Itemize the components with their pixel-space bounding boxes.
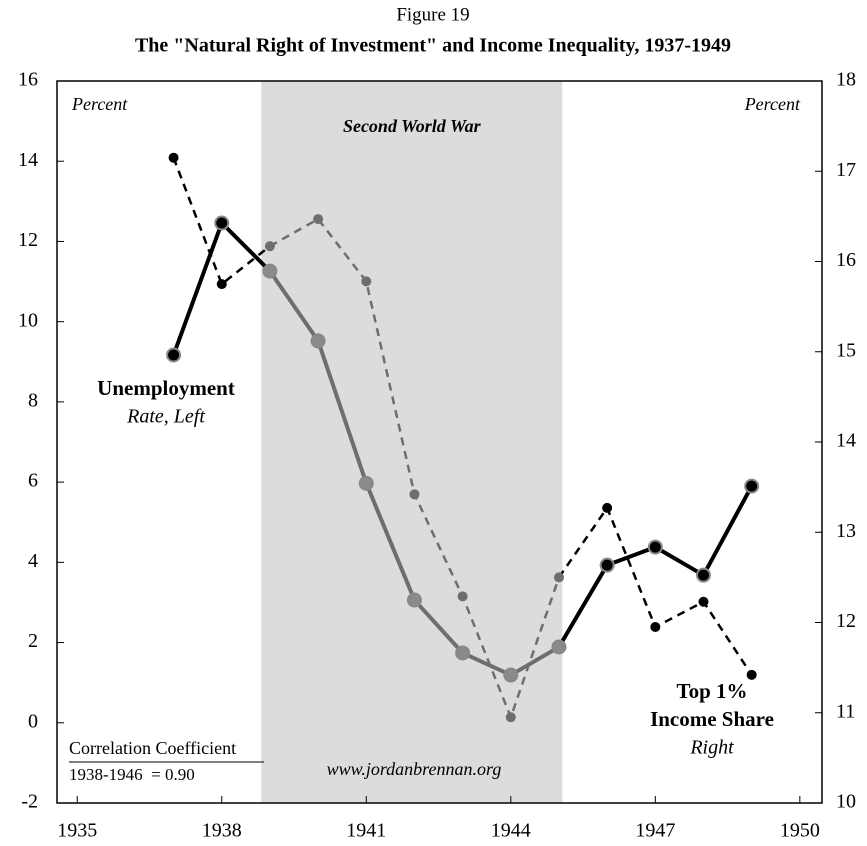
annotation: 1938-1946 = 0.90 (69, 765, 195, 784)
data-point (503, 667, 519, 683)
series-line (172, 157, 271, 287)
data-point (262, 263, 278, 279)
data-point (551, 639, 567, 655)
y-tick-label: 0 (28, 710, 38, 732)
war-label: Second World War (343, 116, 482, 136)
series-label: Income Share (650, 707, 774, 731)
data-point (457, 591, 468, 602)
y2-axis-label: Percent (744, 94, 801, 114)
data-point (650, 622, 661, 633)
x-tick-label: 1941 (346, 820, 386, 842)
data-point (406, 592, 422, 608)
data-point (168, 152, 179, 163)
y2-tick-label: 17 (836, 159, 856, 181)
data-point (409, 489, 420, 500)
data-point (166, 347, 182, 363)
data-point (695, 567, 711, 583)
y2-tick-label: 12 (836, 610, 856, 632)
data-point (744, 478, 760, 494)
series-line (557, 505, 753, 676)
data-point (553, 572, 564, 583)
data-point (505, 712, 516, 723)
data-point (214, 215, 230, 231)
data-point (746, 669, 757, 680)
series-label: Right (689, 737, 734, 759)
y-tick-label: 10 (18, 309, 38, 331)
figure-number: Figure 19 (396, 4, 469, 25)
data-point (599, 557, 615, 573)
x-tick-label: 1950 (780, 820, 820, 842)
y-tick-label: -2 (21, 791, 38, 813)
y-axis-label: Percent (71, 94, 128, 114)
y-tick-label: 6 (28, 470, 38, 492)
y-tick-label: 16 (18, 69, 38, 91)
y-tick-label: 14 (18, 149, 38, 171)
data-point (602, 502, 613, 513)
y2-tick-label: 11 (836, 700, 855, 722)
x-tick-label: 1944 (491, 820, 531, 842)
data-point (647, 539, 663, 555)
y2-tick-label: 16 (836, 249, 856, 271)
x-tick-label: 1947 (635, 820, 675, 842)
series-label: Rate, Left (126, 406, 205, 428)
series-label: Unemployment (97, 376, 235, 400)
chart-title: The "Natural Right of Investment" and In… (135, 35, 731, 57)
war-shade (261, 81, 563, 803)
y-tick-label: 2 (28, 630, 38, 652)
annotation: www.jordanbrennan.org (327, 759, 502, 779)
data-point (310, 333, 326, 349)
y2-tick-label: 13 (836, 520, 856, 542)
y2-tick-label: 14 (836, 430, 856, 452)
data-point (264, 241, 275, 252)
annotation: Correlation Coefficient (69, 738, 236, 758)
x-tick-label: 1935 (57, 820, 97, 842)
y-tick-label: 12 (18, 229, 38, 251)
y2-tick-label: 10 (836, 791, 856, 813)
data-point (361, 276, 372, 287)
y2-tick-label: 15 (836, 339, 856, 361)
x-tick-label: 1938 (202, 820, 242, 842)
series-label: Top 1% (676, 679, 747, 703)
data-point (216, 279, 227, 290)
data-point (698, 596, 709, 607)
data-point (358, 475, 374, 491)
y-tick-label: 8 (28, 389, 38, 411)
y-tick-label: 4 (28, 550, 38, 572)
data-point (313, 214, 324, 225)
y2-tick-label: 18 (836, 69, 856, 91)
data-point (455, 645, 471, 661)
